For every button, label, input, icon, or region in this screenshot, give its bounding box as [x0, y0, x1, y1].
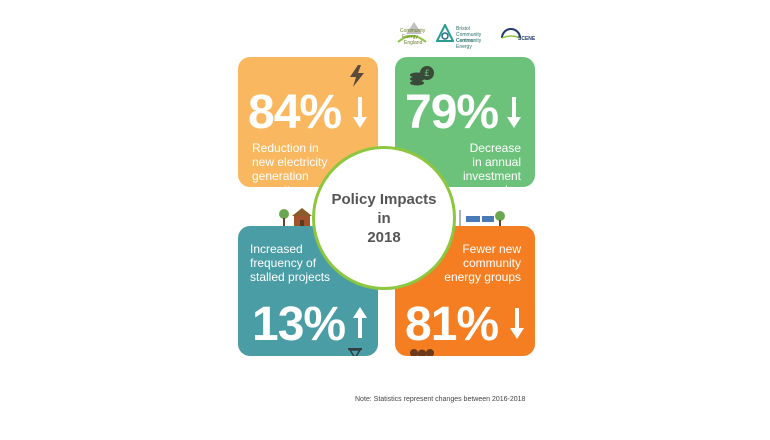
stat-description-line: energy groups — [444, 270, 521, 284]
bristol-community-energy-logo: Bristol Community Centres Community Ener… — [436, 20, 494, 50]
partner-logos: Community Energy England Bristol Communi… — [390, 20, 540, 50]
stat-value: 13% — [252, 298, 346, 351]
stat-description-line: new electricity — [252, 155, 328, 169]
solar-panels-illustration — [459, 210, 505, 226]
stat-description-line: frequency of — [250, 256, 317, 270]
stat-description: Reduction in new electricity generation … — [252, 141, 327, 187]
logo1-line3: England — [404, 40, 423, 46]
center-title-line3: 2018 — [367, 228, 401, 246]
hourglass-icon — [348, 348, 362, 356]
center-title-line2: in — [377, 209, 391, 227]
stat-description-line: community — [462, 256, 521, 270]
stat-value: 81% — [405, 298, 499, 351]
stat-description: Increased frequency of stalled projects — [250, 242, 330, 284]
stat-description-line: Fewer new — [462, 242, 521, 256]
stat-value: 84% — [248, 86, 342, 139]
arrow-down-icon — [507, 97, 521, 128]
stat-description-line: in annual — [472, 155, 521, 169]
community-energy-england-logo: Community Energy England — [392, 20, 432, 50]
logo2-line2: Community Centres — [456, 32, 482, 44]
arrow-down-icon — [353, 97, 367, 128]
stat-description: Fewer new community energy groups — [444, 242, 521, 284]
stat-description-line: capacity — [252, 183, 327, 187]
arrow-down-icon — [510, 308, 524, 339]
community-energy-england-logo-mark — [397, 22, 427, 43]
stat-description-line: investment — [462, 169, 521, 183]
triangle-knot-icon — [436, 24, 454, 42]
stat-description: Decrease in annual investment value — [463, 141, 521, 187]
arrow-up-icon — [353, 307, 367, 338]
people-group-icon — [410, 349, 434, 356]
logo2-line3: Community Energy — [456, 38, 482, 50]
footnote: Note: Statistics represent changes betwe… — [355, 396, 526, 403]
center-title-circle: Policy Impacts in 2018 — [312, 146, 456, 290]
stat-description-line: stalled projects — [250, 270, 331, 284]
logo1-line1: Community — [400, 28, 426, 34]
stat-description-line: generation — [252, 169, 309, 183]
logo2-line1: Bristol — [456, 26, 470, 32]
center-title-line1: Policy Impacts — [331, 190, 437, 208]
stat-tile-stalled-projects: Increased frequency of stalled projects … — [238, 226, 378, 356]
stat-description-line: Reduction in — [252, 141, 319, 155]
lightning-icon — [350, 65, 364, 87]
logo1-line2: Energy — [402, 34, 418, 40]
coins-pound-icon: £ — [410, 66, 434, 86]
scene-sun-icon — [501, 28, 521, 39]
svg-text:£: £ — [424, 69, 430, 79]
scene-logo: SCENE — [498, 20, 538, 50]
stat-description-line: Increased — [250, 242, 303, 256]
stat-value: 79% — [405, 86, 499, 139]
stat-description-line: value — [463, 183, 521, 187]
stat-description-line: Decrease — [469, 141, 521, 155]
logo3-text: SCENE — [518, 36, 536, 42]
